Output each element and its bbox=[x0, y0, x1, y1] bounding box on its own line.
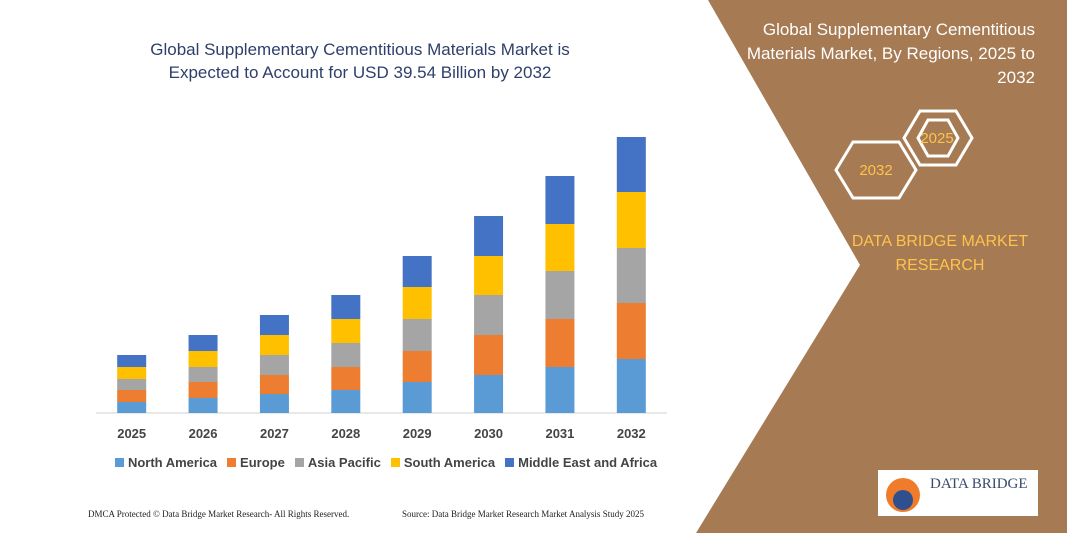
bar-segment bbox=[616, 137, 646, 192]
legend-swatch bbox=[294, 458, 304, 467]
bar-segment bbox=[545, 176, 575, 224]
legend-label: Asia Pacific bbox=[307, 455, 381, 470]
bar-segment bbox=[188, 367, 218, 382]
chart-title: Global Supplementary Cementitious Materi… bbox=[150, 40, 570, 82]
bar-segment bbox=[616, 248, 646, 303]
legend-label: Europe bbox=[240, 455, 285, 470]
bar-segment bbox=[474, 216, 504, 256]
bar-segment bbox=[188, 351, 218, 367]
legend-label: North America bbox=[127, 455, 218, 470]
logo-icon bbox=[893, 490, 913, 510]
hexagon bbox=[916, 118, 960, 158]
x-tick-label: 2026 bbox=[189, 426, 218, 441]
bar-segment bbox=[545, 224, 575, 271]
hexagon-label: 2032 bbox=[859, 162, 892, 179]
bar-segment bbox=[331, 367, 361, 390]
bar-segment bbox=[402, 256, 432, 287]
bar-segment bbox=[188, 335, 218, 351]
legend-item: Europe bbox=[227, 455, 285, 470]
footer-left: DMCA Protected © Data Bridge Market Rese… bbox=[88, 509, 350, 519]
bar-segment bbox=[474, 295, 504, 335]
bar-segment bbox=[616, 359, 646, 413]
legend-item: North America bbox=[114, 455, 218, 470]
hexagon bbox=[902, 109, 974, 167]
x-tick-label: 2029 bbox=[403, 426, 432, 441]
legend: North America Europe Asia Pacific South Ame… bbox=[96, 455, 676, 470]
bar-segment bbox=[117, 355, 147, 367]
bar-segment bbox=[545, 367, 575, 413]
footer-right: Source: Data Bridge Market Research Mark… bbox=[402, 509, 644, 519]
panel-title: Global Supplementary Cementitious Materi… bbox=[746, 20, 1035, 87]
bar-segment bbox=[259, 375, 289, 394]
bar-segment bbox=[331, 319, 361, 343]
bar-segment bbox=[188, 382, 218, 398]
bar-segment bbox=[117, 402, 147, 413]
bar-segment bbox=[474, 256, 504, 295]
legend-swatch bbox=[227, 458, 237, 467]
legend-item: South America bbox=[390, 455, 496, 470]
bar-segment bbox=[616, 192, 646, 248]
bar-segment bbox=[545, 271, 575, 319]
bar-segment bbox=[117, 379, 147, 390]
bar-segment bbox=[117, 367, 147, 379]
x-tick-label: 2032 bbox=[617, 426, 646, 441]
bar-segment bbox=[331, 343, 361, 367]
bar-segment bbox=[474, 375, 504, 413]
bar-segment bbox=[402, 319, 432, 351]
bar-segment bbox=[259, 394, 289, 413]
bar-segment bbox=[545, 319, 575, 367]
bar-segment bbox=[259, 355, 289, 375]
x-tick-label: 2027 bbox=[260, 426, 289, 441]
legend-item: Middle East and Africa bbox=[505, 455, 657, 470]
bar-segment bbox=[259, 335, 289, 355]
legend-swatch bbox=[114, 458, 124, 467]
bar-segment bbox=[474, 335, 504, 375]
brand: DATA BRIDGE MARKET RESEARCH bbox=[851, 233, 1029, 274]
hexagon-label: 2025 bbox=[920, 130, 953, 147]
bar-segment bbox=[402, 287, 432, 319]
legend-swatch bbox=[505, 458, 515, 467]
bar-segment bbox=[259, 315, 289, 335]
logo-text: DATA BRIDGE bbox=[930, 476, 1028, 492]
bar-segment bbox=[331, 390, 361, 413]
x-tick-label: 2025 bbox=[117, 426, 146, 441]
legend-item: Asia Pacific bbox=[294, 455, 381, 470]
bar-segment bbox=[402, 382, 432, 413]
legend-swatch bbox=[390, 458, 400, 467]
hexagon bbox=[834, 140, 918, 200]
legend-label: South America bbox=[403, 455, 496, 470]
bar-segment bbox=[331, 295, 361, 319]
bar-segment bbox=[117, 390, 147, 402]
bar-segment bbox=[188, 398, 218, 413]
bar-segment bbox=[402, 351, 432, 382]
x-tick-label: 2030 bbox=[474, 426, 503, 441]
x-tick-label: 2028 bbox=[331, 426, 360, 441]
side-panel bbox=[696, 0, 1067, 533]
x-tick-label: 2031 bbox=[545, 426, 574, 441]
legend-label: Middle East and Africa bbox=[518, 455, 658, 470]
bar-segment bbox=[616, 303, 646, 359]
